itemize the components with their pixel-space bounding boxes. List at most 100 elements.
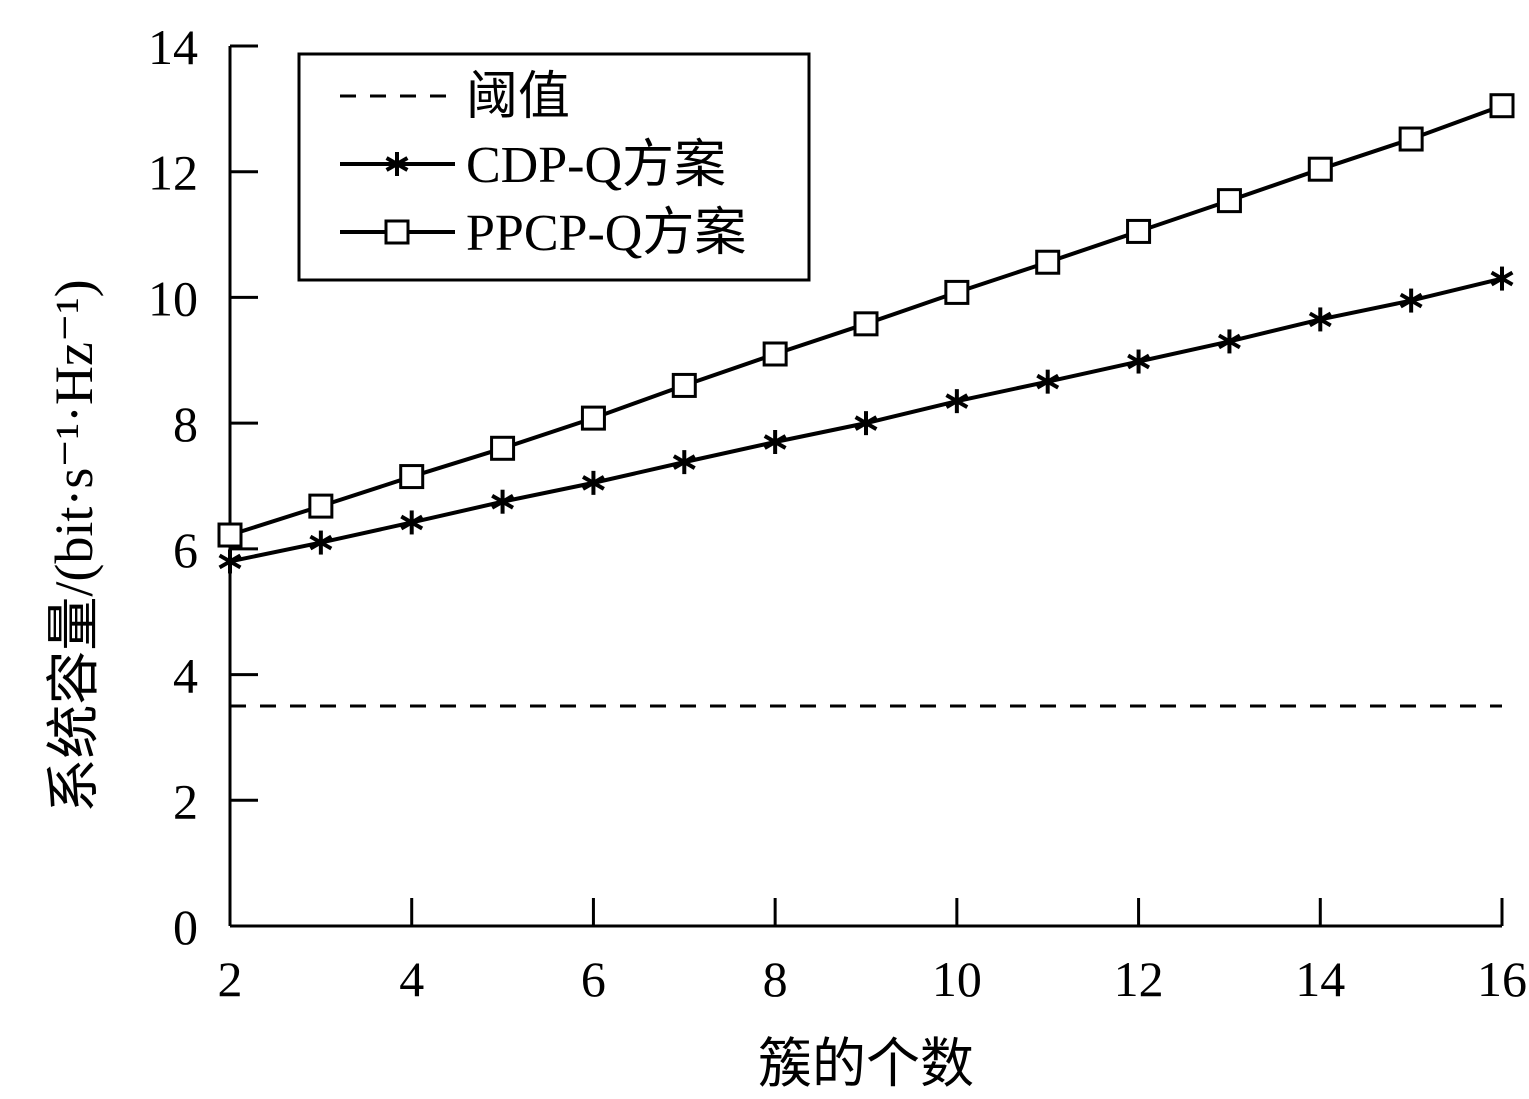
data-point xyxy=(1035,249,1061,275)
x-tick-label: 6 xyxy=(581,951,606,1007)
asterisk-stroke xyxy=(400,514,424,531)
square-marker xyxy=(1126,218,1152,244)
y-tick-label: 0 xyxy=(173,899,198,955)
legend-label: 阈值 xyxy=(466,69,570,126)
data-point xyxy=(1398,126,1424,152)
square-marker xyxy=(399,464,425,490)
legend-label: PPCP-Q方案 xyxy=(466,205,746,262)
data-point xyxy=(1307,156,1333,182)
asterisk-marker xyxy=(763,430,787,454)
x-tick-label: 8 xyxy=(763,951,788,1007)
y-tick-label: 10 xyxy=(148,270,198,326)
square-marker xyxy=(217,522,243,548)
asterisk-marker xyxy=(1127,349,1151,374)
data-point xyxy=(945,389,969,414)
asterisk-stroke xyxy=(854,415,878,431)
legend-entry: CDP-Q方案 xyxy=(340,137,726,194)
asterisk-marker xyxy=(1217,329,1241,354)
data-point xyxy=(1216,188,1242,214)
asterisk-marker xyxy=(309,530,333,555)
square-marker xyxy=(1216,188,1242,214)
asterisk-stroke xyxy=(1127,353,1151,370)
y-tick-label: 14 xyxy=(148,19,198,75)
asterisk-stroke xyxy=(309,534,333,551)
legend-box xyxy=(297,52,811,282)
asterisk-marker xyxy=(1490,266,1514,291)
series-1 xyxy=(218,266,1514,574)
y-tick-label: 8 xyxy=(173,396,198,452)
x-tick-label: 12 xyxy=(1114,951,1164,1007)
data-point xyxy=(1490,266,1514,291)
data-point xyxy=(1036,369,1060,394)
asterisk-stroke xyxy=(491,493,515,510)
x-axis-label: 簇的个数 xyxy=(758,1034,974,1094)
data-point xyxy=(581,470,605,495)
data-point xyxy=(1217,329,1241,354)
x-tick-label: 16 xyxy=(1477,951,1527,1007)
asterisk-stroke xyxy=(385,156,409,172)
square-marker xyxy=(1307,156,1333,182)
data-point xyxy=(217,522,243,548)
asterisk-marker xyxy=(1308,307,1332,332)
data-point xyxy=(400,510,424,535)
asterisk-stroke xyxy=(1217,333,1241,350)
data-point xyxy=(1308,307,1332,332)
square-marker xyxy=(762,341,788,367)
y-axis-label: 系统容量/(bit·s⁻¹·Hz⁻¹) xyxy=(44,279,104,812)
square-marker xyxy=(1035,249,1061,275)
asterisk-stroke xyxy=(1399,292,1423,309)
y-tick-label: 4 xyxy=(173,648,198,704)
data-point xyxy=(854,411,878,436)
series-layer xyxy=(217,93,1515,708)
data-point xyxy=(944,279,970,305)
square-marker xyxy=(580,405,606,431)
asterisk-marker xyxy=(1399,288,1423,313)
x-tick-label: 14 xyxy=(1295,951,1345,1007)
data-point xyxy=(1399,288,1423,313)
data-point xyxy=(218,549,242,574)
asterisk-stroke xyxy=(1490,270,1514,287)
x-tick-label: 4 xyxy=(399,951,424,1007)
asterisk-marker xyxy=(1036,369,1060,394)
asterisk-marker xyxy=(945,389,969,414)
data-point xyxy=(399,464,425,490)
square-marker xyxy=(1398,126,1424,152)
square-marker xyxy=(1489,93,1515,119)
asterisk-marker xyxy=(218,549,242,574)
legend-entry: 阈值 xyxy=(340,69,570,126)
asterisk-marker xyxy=(491,489,515,514)
data-point xyxy=(308,493,334,519)
asterisk-stroke xyxy=(945,393,969,409)
square-marker xyxy=(853,311,879,337)
square-marker xyxy=(944,279,970,305)
legend-entry: PPCP-Q方案 xyxy=(340,205,746,262)
legend: 阈值 CDP-Q方案 PPCP-Q方案 xyxy=(297,52,811,282)
y-tick-label: 12 xyxy=(148,145,198,201)
data-point xyxy=(762,341,788,367)
y-tick-label: 2 xyxy=(173,773,198,829)
data-point xyxy=(309,530,333,555)
data-point xyxy=(1126,218,1152,244)
data-point xyxy=(1127,349,1151,374)
asterisk-marker xyxy=(581,470,605,495)
data-point xyxy=(853,311,879,337)
data-point xyxy=(580,405,606,431)
asterisk-marker xyxy=(400,510,424,535)
x-tick-label: 10 xyxy=(932,951,982,1007)
asterisk-stroke xyxy=(1308,311,1332,328)
data-point xyxy=(1489,93,1515,119)
legend-label: CDP-Q方案 xyxy=(466,137,726,194)
asterisk-stroke xyxy=(581,475,605,491)
square-marker xyxy=(384,219,410,245)
x-tick-label: 2 xyxy=(218,951,243,1007)
square-marker xyxy=(490,435,516,461)
series-2 xyxy=(217,93,1515,548)
asterisk-stroke xyxy=(672,454,696,470)
data-point xyxy=(672,450,696,475)
asterisk-marker xyxy=(385,152,409,176)
asterisk-stroke xyxy=(218,553,242,570)
data-point xyxy=(763,430,787,454)
data-point xyxy=(491,489,515,514)
